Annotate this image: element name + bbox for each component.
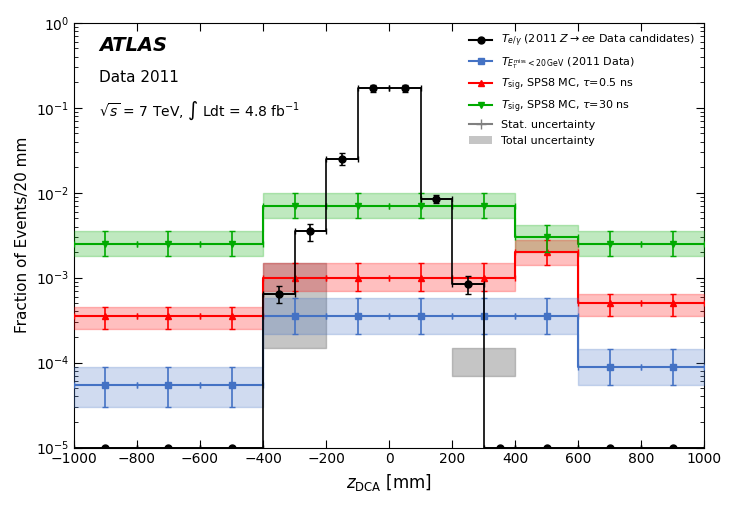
Legend: $T_{e/\gamma}$ (2011 $Z\rightarrow ee$ Data candidates), $T_{E_T^{\mathrm{miss}}: $T_{e/\gamma}$ (2011 $Z\rightarrow ee$ D… [465, 28, 699, 150]
Text: Data 2011: Data 2011 [99, 70, 179, 84]
Y-axis label: Fraction of Events/20 mm: Fraction of Events/20 mm [15, 137, 30, 333]
Text: $\sqrt{s}$ = 7 TeV, $\int$ Ldt = 4.8 fb$^{-1}$: $\sqrt{s}$ = 7 TeV, $\int$ Ldt = 4.8 fb$… [99, 99, 300, 121]
X-axis label: $z_{\mathrm{DCA}}$ [mm]: $z_{\mathrm{DCA}}$ [mm] [346, 472, 432, 493]
Text: ATLAS: ATLAS [99, 36, 167, 54]
